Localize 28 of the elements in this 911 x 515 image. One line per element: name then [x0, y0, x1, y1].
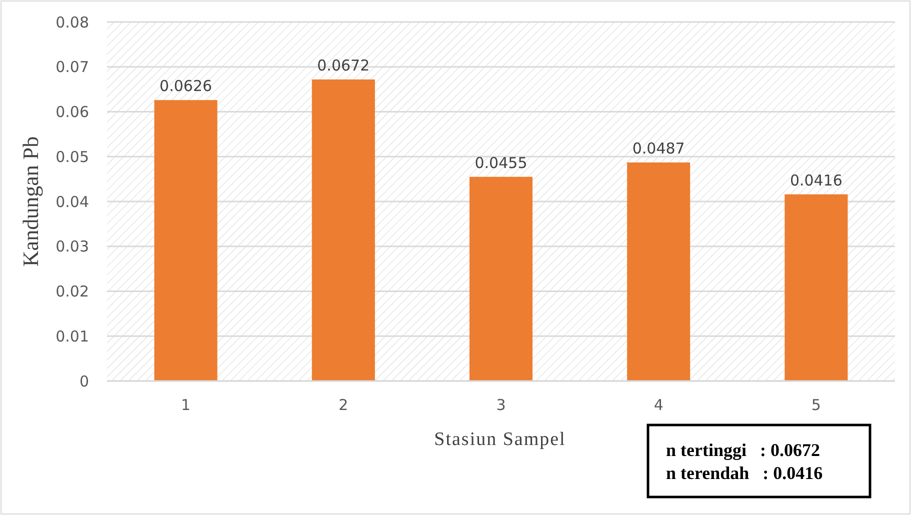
- y-tick-label: 0.04: [56, 192, 89, 211]
- x-tick-label: 2: [338, 396, 348, 414]
- y-tick-label: 0.05: [56, 148, 89, 166]
- x-tick-label: 1: [181, 396, 191, 414]
- bar: [154, 100, 218, 381]
- y-tick-label: 0.02: [56, 282, 89, 300]
- data-label: 0.0626: [160, 77, 212, 96]
- y-tick-label: 0: [79, 372, 89, 390]
- y-tick-label: 0.07: [56, 58, 89, 76]
- x-tick-label: 4: [654, 396, 664, 414]
- data-label: 0.0416: [790, 171, 842, 190]
- bar: [312, 79, 375, 381]
- bar: [469, 176, 533, 381]
- y-axis-title: Kandungan Pb: [18, 136, 43, 267]
- x-axis-title: Stasiun Sampel: [434, 429, 566, 450]
- y-tick-label: 0.08: [56, 13, 89, 32]
- x-tick-label: 5: [811, 396, 821, 414]
- bar: [627, 162, 690, 381]
- text: n terendah : 0.0416: [666, 463, 823, 483]
- text: n tertinggi : 0.0672: [666, 440, 820, 460]
- y-tick-label: 0.01: [56, 327, 89, 346]
- x-tick-label: 3: [496, 396, 506, 414]
- data-label: 0.0455: [474, 154, 528, 172]
- data-label: 0.0487: [632, 139, 685, 158]
- data-label: 0.0672: [317, 56, 370, 74]
- y-tick-label: 0.06: [56, 103, 89, 121]
- y-tick-label: 0.03: [56, 238, 89, 256]
- bar: [784, 194, 848, 381]
